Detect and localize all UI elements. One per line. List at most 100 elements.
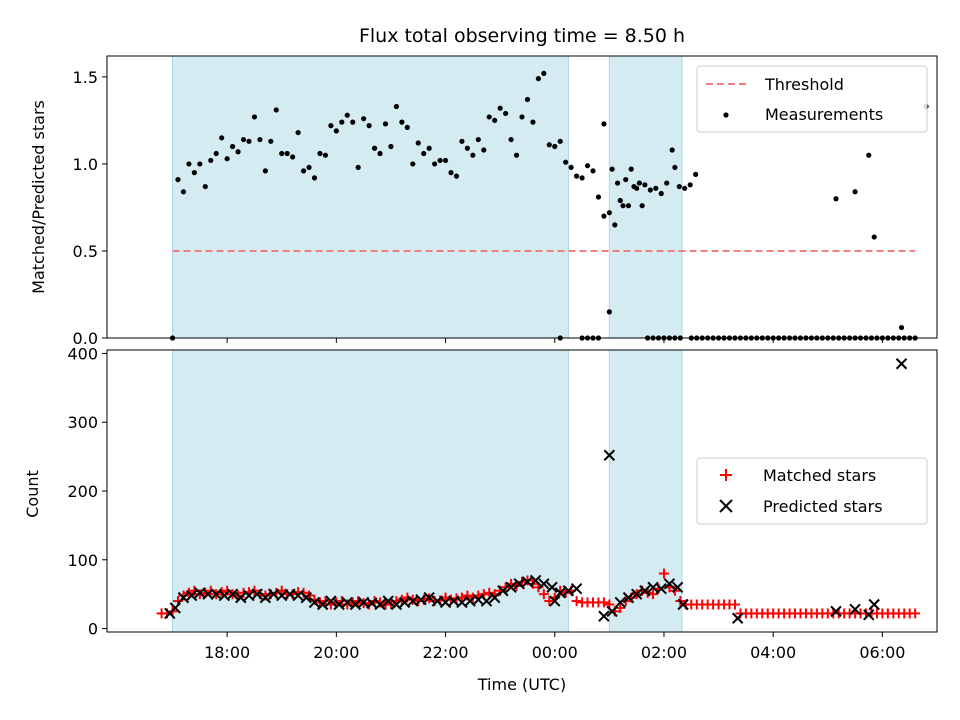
predicted-star-point	[630, 588, 643, 600]
x-tick-label: 18:00	[204, 643, 250, 662]
bottom-y-axis-label: Count	[23, 470, 42, 518]
measurement-point	[833, 196, 839, 202]
predicted-star-point	[663, 578, 676, 590]
predicted-star-point	[603, 449, 616, 461]
measurement-point	[606, 309, 612, 315]
y-tick-label: 300	[67, 413, 98, 432]
x-tick-label: 22:00	[422, 643, 468, 662]
matched-star-point	[571, 596, 582, 607]
predicted-star-point	[598, 610, 610, 622]
measurement-point	[625, 203, 632, 209]
measurement-point	[628, 166, 634, 172]
measurement-point	[563, 159, 569, 165]
measurement-point	[180, 189, 187, 195]
measurement-point	[366, 123, 372, 129]
predicted-star-point	[529, 574, 542, 587]
measurement-point	[579, 175, 585, 181]
matched-star-point	[484, 587, 495, 598]
predicted-star-point	[505, 581, 517, 593]
predicted-star-point	[497, 585, 509, 597]
matched-star-point	[615, 602, 626, 613]
measurement-point	[617, 197, 623, 204]
measurement-point	[262, 168, 268, 174]
measurement-point	[284, 150, 290, 157]
measurement-point	[508, 136, 514, 143]
top-axes-frame	[106, 55, 938, 339]
measurement-point	[623, 176, 629, 183]
predicted-star-point	[382, 595, 394, 607]
measurement-point	[664, 180, 670, 186]
measurement-point	[546, 142, 552, 148]
measurement-point	[513, 152, 520, 158]
measurement-point	[606, 210, 612, 216]
measurement-point	[224, 156, 230, 162]
measurement-point	[306, 164, 312, 171]
matched-star-point	[276, 585, 287, 596]
measurement-point	[219, 135, 225, 141]
measurement-point	[453, 173, 460, 179]
measurement-point	[601, 213, 607, 219]
measurement-point	[524, 96, 531, 103]
matched-star-point	[648, 589, 659, 600]
measurement-point	[311, 175, 318, 181]
bottom-x-ticks: 18:00 20:00 22:00 00:00 02:00 04:00 06:00	[204, 632, 905, 662]
measurement-point	[410, 161, 416, 167]
measurement-point	[672, 164, 678, 171]
predicted-star-point	[868, 598, 880, 611]
matched-star-point	[910, 608, 921, 619]
legend-measurements-label: Measurements	[765, 105, 883, 124]
y-tick-label: 400	[67, 344, 98, 363]
predicted-star-point	[895, 358, 908, 370]
predicted-star-point	[546, 581, 558, 593]
matched-star-point	[598, 597, 609, 608]
predicted-star-point	[333, 598, 345, 611]
matched-star-point	[456, 592, 467, 603]
measurement-point	[503, 110, 509, 117]
measurement-point	[497, 105, 503, 111]
predicted-star-point	[390, 598, 403, 611]
measurement-point	[519, 114, 525, 120]
measurement-point	[653, 185, 659, 191]
measurement-point	[676, 183, 682, 190]
measurement-point	[421, 150, 427, 157]
measurement-point	[377, 150, 383, 157]
predicted-star-point	[639, 585, 651, 597]
legend-threshold-label: Threshold	[764, 75, 844, 94]
measurement-point	[208, 157, 214, 164]
x-tick-label: 20:00	[313, 643, 359, 662]
x-tick-label: 04:00	[750, 643, 796, 662]
matched-star-point	[538, 589, 549, 600]
measurement-point	[432, 161, 438, 167]
measurement-point	[631, 183, 637, 190]
measurement-point	[464, 145, 470, 151]
measurement-point	[568, 164, 574, 171]
measurement-point	[333, 128, 339, 134]
bottom-y-ticks: 0 100 200 300 400	[67, 344, 107, 639]
predicted-star-point	[300, 591, 313, 604]
measurement-point	[574, 173, 580, 179]
predicted-star-point	[849, 603, 861, 616]
measurement-point	[213, 150, 219, 157]
measurement-point	[295, 129, 301, 136]
measurement-point	[470, 152, 476, 158]
predicted-star-point	[731, 612, 744, 624]
measurement-point	[448, 170, 454, 176]
predicted-star-point	[622, 591, 635, 604]
y-tick-label: 1.0	[73, 155, 98, 174]
predicted-star-point	[549, 595, 561, 607]
measurement-point	[290, 154, 296, 160]
top-shaded-intervals	[172, 55, 683, 339]
measurement-point	[595, 194, 602, 200]
predicted-star-point	[177, 591, 190, 604]
predicted-star-point	[292, 589, 304, 602]
predicted-star-point	[235, 591, 247, 604]
predicted-star-point	[259, 591, 272, 604]
measurement-point	[552, 143, 558, 150]
predicted-star-point	[341, 596, 353, 609]
measurement-point	[642, 182, 648, 188]
measurement-point	[393, 103, 400, 110]
predicted-star-point	[415, 593, 427, 606]
predicted-star-point	[677, 598, 689, 611]
measurement-point	[322, 152, 329, 158]
